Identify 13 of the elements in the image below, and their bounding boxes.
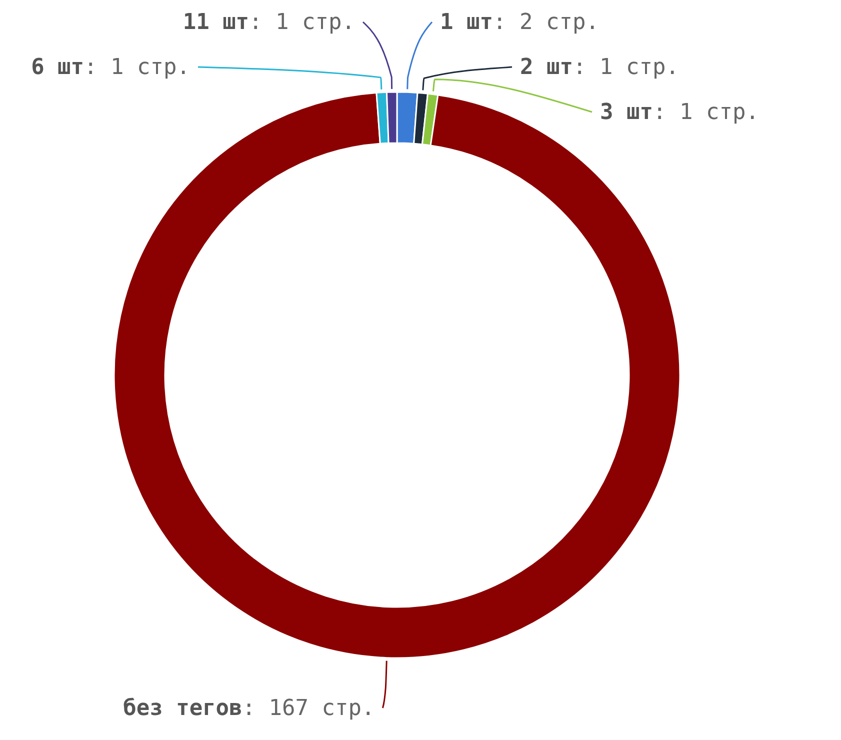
donut-slice <box>114 92 681 659</box>
slice-label: 3 шт <box>600 100 653 125</box>
slice-label: 6 шт <box>31 55 84 80</box>
slice-label: 11 шт <box>182 10 250 35</box>
data-label: : 1 стр. <box>572 55 679 80</box>
data-label: : 2 стр. <box>492 10 599 35</box>
data-label: : 1 стр. <box>652 100 759 125</box>
slice-label: без тегов <box>123 696 242 721</box>
slice-label: 2 шт <box>520 55 573 80</box>
data-label: : 167 стр. <box>242 696 375 721</box>
slice-label: 1 шт <box>440 10 493 35</box>
data-label: : 1 стр. <box>249 10 356 35</box>
data-label: : 1 стр. <box>84 55 190 80</box>
